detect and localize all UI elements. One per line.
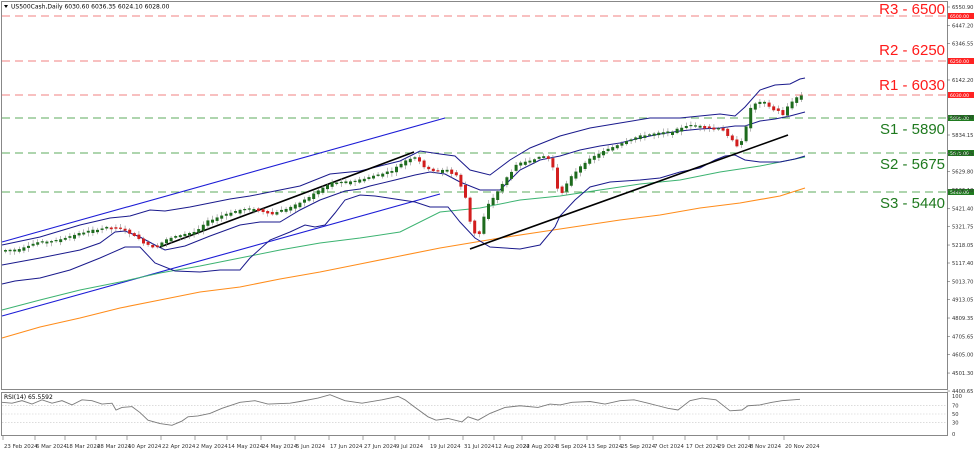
rsi-axis-label: 100 bbox=[952, 394, 962, 400]
date-axis-label: 20 Nov 2024 bbox=[785, 444, 820, 450]
main-plot-frame bbox=[1, 1, 948, 390]
svg-text:5890.00: 5890.00 bbox=[950, 116, 969, 122]
date-axis-label: 17 Jun 2024 bbox=[330, 444, 363, 450]
price-axis-label: 5421.40 bbox=[952, 207, 973, 213]
date-axis-label: 19 Jul 2024 bbox=[430, 444, 461, 450]
ma-green-line bbox=[1, 156, 806, 311]
svg-text:6030.00: 6030.00 bbox=[950, 93, 969, 99]
candlesticks bbox=[4, 92, 803, 255]
date-axis-label: 31 Jul 2024 bbox=[464, 444, 495, 450]
date-axis-label: 29 Oct 2024 bbox=[718, 444, 752, 450]
date-axis-label: 7 Oct 2024 bbox=[654, 444, 684, 450]
price-axis-label: 5218.05 bbox=[952, 243, 973, 249]
collapse-triangle-icon[interactable] bbox=[4, 5, 8, 8]
date-axis-label: 10 Apr 2024 bbox=[128, 444, 162, 450]
price-axis-label: 6346.55 bbox=[952, 41, 973, 47]
date-axis-label: 28 Mar 2024 bbox=[97, 444, 132, 450]
price-axis-label: 5834.15 bbox=[952, 133, 973, 139]
price-axis-label: 4605.00 bbox=[952, 353, 973, 359]
price-axis-label: 5526.10 bbox=[952, 188, 973, 194]
r3-label: R3 - 6500 bbox=[879, 1, 945, 18]
rsi-axis-label: 70 bbox=[952, 404, 959, 410]
date-axis-label: 22 Apr 2024 bbox=[162, 444, 196, 450]
date-axis-label: 24 May 2024 bbox=[262, 444, 298, 450]
s2-label: S2 - 5675 bbox=[880, 156, 945, 173]
date-axis-label: 13 Sep 2024 bbox=[588, 444, 623, 450]
rsi-label: RSI(14) 65.5592 bbox=[4, 394, 53, 401]
svg-text:6500.00: 6500.00 bbox=[950, 14, 969, 20]
date-axis-label: 2 May 2024 bbox=[196, 444, 228, 450]
symbol-ohlc-label: US500Cash,Daily 6030.60 6036.35 6024.10 … bbox=[11, 4, 170, 11]
price-axis-label: 6550.90 bbox=[952, 5, 973, 11]
s1-label: S1 - 5890 bbox=[880, 121, 945, 138]
price-axis-label: 6142.20 bbox=[952, 78, 973, 84]
price-axis-label: 5013.70 bbox=[952, 280, 973, 286]
date-axis-label: 25 Sep 2024 bbox=[621, 444, 656, 450]
price-axis: 6550.90 6447.20 6346.55 6142.20 5934.80 5834.… bbox=[947, 5, 973, 395]
price-axis-label: 5629.80 bbox=[952, 169, 973, 175]
date-axis-label: 17 Oct 2024 bbox=[686, 444, 720, 450]
date-axis-label: 3 Sep 2024 bbox=[556, 444, 587, 450]
date-axis-label: 9 Jul 2024 bbox=[396, 444, 424, 450]
date-axis-label: 6 Mar 2024 bbox=[36, 444, 67, 450]
price-axis-label: 6447.20 bbox=[952, 24, 973, 30]
date-axis-label: 18 Mar 2024 bbox=[66, 444, 101, 450]
r2-label: R2 - 6250 bbox=[879, 42, 945, 59]
r1-label: R1 - 6030 bbox=[879, 77, 945, 94]
rsi-axis-label: 0 bbox=[952, 432, 955, 438]
date-axis-label: 23 Feb 2024 bbox=[4, 444, 38, 450]
ma-orange-line bbox=[1, 187, 806, 339]
price-tags: 6500.00 6250.00 6030.00 5890.00 5675.00 … bbox=[948, 13, 974, 196]
price-axis-label: 4400.65 bbox=[952, 389, 973, 395]
price-axis-label: 5117.40 bbox=[952, 261, 973, 267]
rsi-axis-label: 50 bbox=[952, 412, 959, 418]
price-axis-label: 4809.35 bbox=[952, 316, 973, 322]
svg-text:5440.00: 5440.00 bbox=[950, 190, 969, 196]
upward-channel bbox=[1, 117, 446, 317]
rsi-axis: 100 70 50 30 0 bbox=[2, 394, 962, 438]
rsi-line bbox=[1, 394, 801, 426]
date-axis-label: 14 May 2024 bbox=[228, 444, 264, 450]
date-axis-label: 8 Nov 2024 bbox=[750, 444, 782, 450]
price-axis-label: 4913.05 bbox=[952, 298, 973, 304]
level-lines bbox=[2, 15, 947, 193]
date-axis-label: 12 Aug 2024 bbox=[495, 444, 530, 450]
price-axis-label: 4705.65 bbox=[952, 335, 973, 341]
date-axis-label: 22 Aug 2024 bbox=[523, 444, 558, 450]
s3-label: S3 - 5440 bbox=[880, 195, 945, 212]
date-axis-label: 27 Jun 2024 bbox=[364, 444, 397, 450]
price-axis-label: 4501.30 bbox=[952, 371, 973, 377]
level-labels: R3 - 6500 R2 - 6250 R1 - 6030 S1 - 5890 … bbox=[879, 1, 945, 212]
date-axis-label: 5 Jun 2024 bbox=[296, 444, 326, 450]
price-axis-label: 5321.75 bbox=[952, 225, 973, 231]
svg-text:5675.00: 5675.00 bbox=[950, 151, 969, 157]
trendlines bbox=[159, 134, 789, 250]
price-axis-label: 5934.80 bbox=[952, 115, 973, 121]
price-axis-label: 5730.45 bbox=[952, 152, 973, 158]
rsi-axis-label: 30 bbox=[952, 420, 959, 426]
svg-text:6250.00: 6250.00 bbox=[950, 59, 969, 65]
chart-title: US500Cash,Daily 6030.60 6036.35 6024.10 … bbox=[4, 4, 170, 11]
